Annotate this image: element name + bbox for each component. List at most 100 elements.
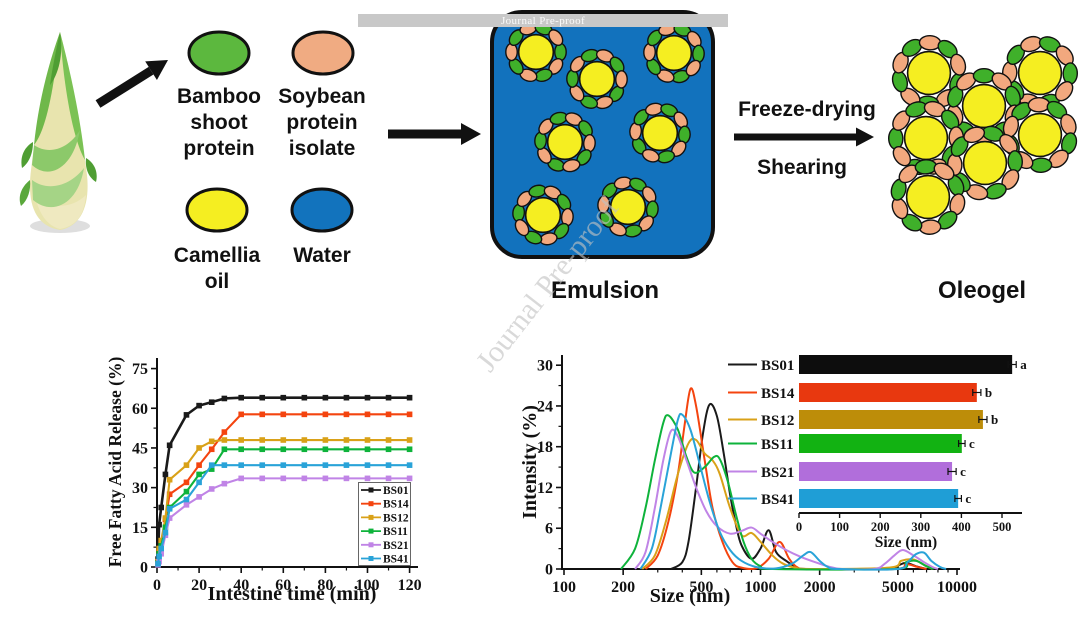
oil-core — [906, 50, 952, 96]
x-tick-label: 60 — [275, 577, 291, 594]
marker-BS21 — [301, 475, 308, 482]
marker-BS01 — [183, 412, 190, 418]
journal-preproof-banner: Journal Pre-proof — [358, 14, 728, 27]
oil-droplet — [643, 22, 705, 84]
label-camellia-oil: Camellia oil — [173, 244, 261, 294]
x-axis-title: Size (nm) — [650, 585, 731, 607]
marker-BS11 — [196, 471, 202, 478]
bar-BS41 — [799, 489, 959, 508]
curve-BS41 — [639, 412, 947, 571]
marker-BS14 — [238, 411, 244, 418]
y-tick-label: 24 — [537, 398, 553, 415]
x-tick-label: 200 — [871, 520, 890, 534]
x-axis-title: Intestine time (min) — [208, 583, 377, 605]
x-tick-label: 500 — [993, 520, 1012, 534]
soybean-protein-particle — [1054, 81, 1074, 102]
sig-letter-BS21: c — [960, 464, 966, 479]
marker-BS01 — [385, 394, 392, 401]
soybean-protein-particle — [918, 35, 942, 51]
x-tick-label: 500 — [689, 579, 713, 596]
bamboo-protein-particle — [1029, 157, 1053, 173]
y-tick-label: 6 — [545, 521, 553, 538]
bamboo-protein-particle — [1062, 62, 1078, 85]
marker-BS01 — [166, 442, 173, 449]
marker-BS01 — [280, 394, 287, 401]
marker-BS14 — [301, 411, 308, 418]
legend-label-BS14: BS14 — [761, 386, 795, 402]
bamboo-protein-particle — [566, 69, 579, 88]
marker-BS11 — [183, 488, 190, 495]
soybean-protein-particle — [918, 219, 942, 235]
oil-core — [517, 33, 555, 71]
oil-droplet — [888, 100, 964, 176]
soybean-protein-particle — [615, 70, 628, 89]
x-tick-label: 20 — [191, 577, 207, 594]
marker-BS12 — [158, 537, 165, 544]
soybean-protein-particle — [597, 195, 611, 214]
legend-label-BS12: BS12 — [761, 413, 794, 429]
marker-BS14 — [280, 411, 287, 418]
marker-BS12 — [406, 437, 413, 443]
marker-BS41 — [322, 462, 329, 468]
marker-BS11 — [364, 446, 371, 453]
marker-BS14 — [208, 446, 215, 453]
legend-marker-BS14 — [368, 501, 374, 507]
soybean-protein-particle — [641, 148, 660, 163]
marker-BS12 — [183, 462, 190, 468]
bamboo-protein-particle — [554, 42, 567, 62]
marker-BS21 — [183, 502, 190, 508]
oil-droplet — [505, 21, 567, 83]
oil-droplet — [629, 102, 691, 164]
oil-droplet — [890, 159, 966, 235]
oil-droplet — [534, 111, 596, 173]
marker-BS14 — [406, 411, 413, 418]
arrow-head — [461, 123, 481, 145]
marker-BS01 — [343, 394, 350, 401]
label-oleogel: Oleogel — [937, 277, 1027, 304]
sig-letter-BS41: c — [965, 491, 971, 506]
y-tick-label: 0 — [140, 560, 148, 577]
marker-BS21 — [322, 475, 329, 482]
oil-droplet — [947, 68, 1021, 144]
y-axis-title: Intensity (%) — [519, 405, 541, 519]
arrow-emulsion-to-oleogel — [734, 127, 874, 147]
x-tick-label: 5000 — [882, 579, 914, 596]
y-tick-label: 30 — [132, 480, 148, 497]
marker-BS41 — [280, 462, 287, 468]
oleogel-droplets — [888, 35, 1078, 235]
y-tick-label: 15 — [132, 520, 148, 537]
arrow-head — [145, 60, 168, 80]
marker-BS01 — [301, 394, 308, 401]
marker-BS21 — [221, 480, 228, 487]
marker-BS21 — [385, 475, 392, 482]
legend-label-BS11: BS11 — [761, 437, 794, 453]
sig-letter-BS12: b — [991, 412, 998, 427]
marker-BS12 — [385, 437, 392, 443]
marker-BS01 — [156, 521, 162, 528]
marker-BS14 — [259, 411, 266, 418]
oil-core — [641, 114, 679, 152]
soybean-protein-particle — [933, 162, 955, 181]
y-tick-label: 18 — [537, 439, 553, 456]
x-tick-label: 40 — [233, 577, 249, 594]
arrow-shaft — [95, 66, 154, 108]
marker-BS21 — [166, 515, 173, 521]
legend-label-BS41: BS41 — [761, 492, 794, 508]
marker-BS41 — [196, 479, 202, 486]
marker-BS11 — [280, 446, 287, 453]
marker-BS41 — [385, 462, 392, 468]
marker-BS01 — [208, 399, 215, 405]
marker-BS12 — [162, 515, 169, 521]
marker-BS01 — [158, 504, 165, 511]
marker-BS01 — [196, 402, 202, 409]
legend-label-BS21: BS21 — [383, 540, 409, 552]
y-tick-label: 0 — [545, 562, 553, 579]
marker-BS12 — [196, 445, 202, 451]
marker-BS11 — [406, 446, 413, 453]
marker-BS01 — [238, 394, 244, 401]
sig-letter-BS11: c — [969, 436, 975, 451]
soybean-protein-particle — [548, 29, 564, 47]
marker-BS41 — [259, 462, 266, 468]
soybean-protein-particle — [1027, 97, 1051, 113]
